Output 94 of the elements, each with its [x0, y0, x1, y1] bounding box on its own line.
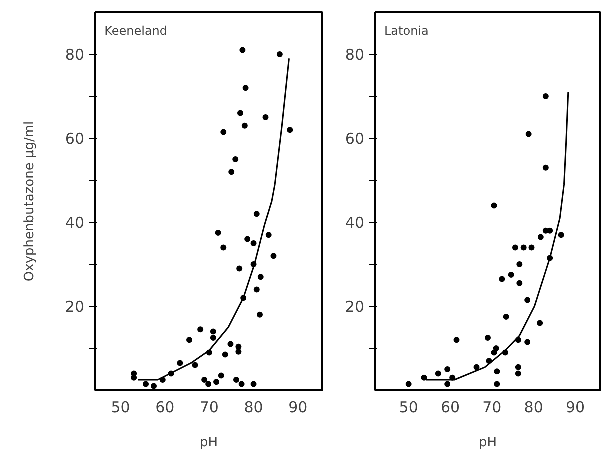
point [485, 335, 491, 341]
point [256, 312, 263, 318]
point [206, 381, 212, 388]
point [512, 244, 518, 251]
point [202, 377, 208, 383]
y-tick-label: 40 [65, 214, 85, 232]
point [177, 360, 184, 366]
point [254, 211, 260, 218]
point [237, 110, 244, 116]
point [542, 94, 549, 100]
point [406, 381, 412, 388]
point [254, 286, 260, 293]
x-tick-label: 50 [399, 398, 418, 416]
x-axis-title: pH [200, 436, 218, 450]
point [262, 114, 269, 120]
point [528, 244, 535, 251]
point [214, 379, 220, 386]
point [537, 320, 544, 326]
point [236, 344, 242, 350]
point [186, 337, 192, 344]
point [524, 339, 531, 346]
y-tick-label: 20 [345, 298, 365, 316]
point [538, 234, 544, 240]
point [220, 129, 227, 136]
point [228, 341, 234, 348]
point [276, 52, 283, 58]
point [474, 364, 480, 370]
point [270, 253, 277, 260]
point [220, 244, 227, 251]
point [516, 280, 523, 286]
x-tick-label: 70 [482, 398, 502, 416]
point [233, 377, 240, 383]
point [143, 381, 150, 388]
point [520, 244, 527, 251]
point [515, 370, 522, 377]
point [503, 314, 510, 320]
point [236, 266, 243, 272]
x-axis-title: pH [478, 436, 498, 450]
point [558, 232, 564, 238]
x-tick-label: 60 [156, 398, 175, 416]
point [215, 230, 222, 236]
x-tick-label: 60 [440, 398, 460, 416]
point [218, 372, 224, 379]
point [494, 381, 500, 388]
point [454, 337, 460, 344]
x-tick-label: 80 [244, 398, 264, 416]
point [524, 297, 531, 304]
point [542, 164, 549, 171]
point [236, 348, 242, 355]
point [240, 47, 246, 54]
x-tick-label: 50 [111, 398, 130, 416]
y-tick-label: 60 [345, 130, 365, 148]
point [493, 346, 500, 352]
point [192, 362, 198, 368]
point [287, 127, 294, 134]
point [210, 335, 216, 341]
point [242, 122, 248, 129]
point [258, 274, 264, 280]
point [238, 381, 245, 388]
point [435, 370, 442, 377]
point [242, 85, 249, 92]
point [198, 326, 204, 333]
point [232, 156, 239, 162]
point [222, 352, 228, 358]
point [210, 328, 216, 335]
x-tick-label: 90 [566, 398, 586, 416]
point [508, 272, 514, 278]
point [499, 276, 506, 282]
y-tick-label: 80 [345, 46, 365, 64]
point [491, 202, 498, 209]
point [151, 383, 158, 390]
point [250, 240, 257, 246]
y-tick-label: 60 [65, 130, 85, 148]
x-tick-label: 70 [200, 398, 219, 416]
point [266, 232, 272, 238]
point [516, 262, 523, 268]
point [228, 169, 235, 176]
y-tick-label: 80 [65, 46, 85, 64]
point [444, 366, 451, 372]
y-tick-label: 20 [65, 298, 85, 316]
y-tick-label: 40 [345, 214, 365, 232]
x-tick-label: 80 [524, 398, 544, 416]
point [526, 131, 532, 138]
point [250, 381, 257, 388]
text: Latonia [384, 24, 429, 38]
point [494, 368, 500, 375]
x-tick-label: 90 [288, 398, 308, 416]
point [244, 236, 251, 242]
point [491, 350, 498, 356]
y-axis-title: Oxyphenbutazone μg/ml [22, 121, 38, 282]
text: Keeneland [104, 24, 168, 38]
point [515, 364, 522, 370]
point [421, 374, 428, 381]
point [444, 381, 451, 388]
